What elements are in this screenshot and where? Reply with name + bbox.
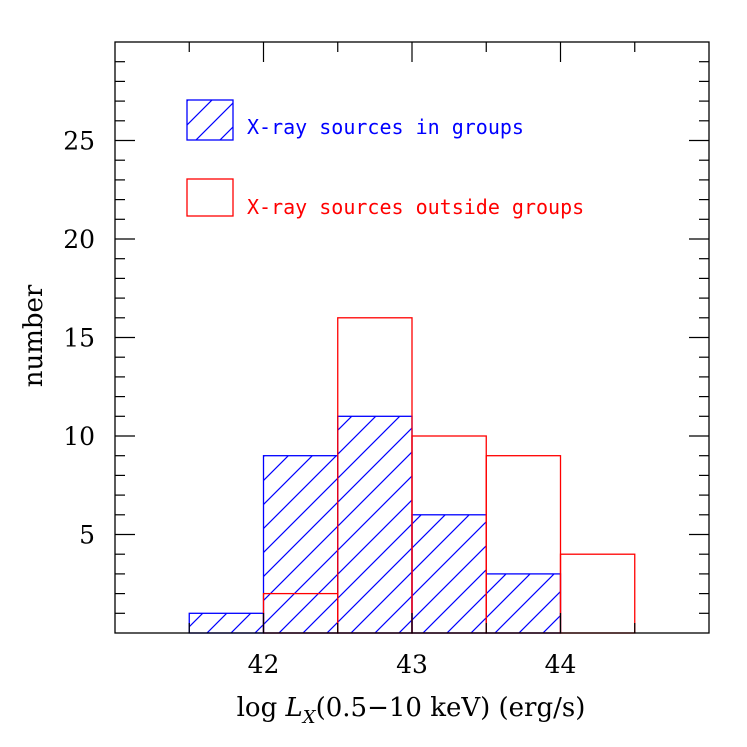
legend-label-in-groups: X-ray sources in groups	[247, 115, 524, 139]
x-axis-title: log LX(0.5−10 keV) (erg/s)	[237, 693, 586, 728]
y-tick-label: 20	[63, 225, 95, 254]
x-tick-labels: 42 43 44	[248, 650, 577, 679]
y-tick-label: 10	[63, 422, 95, 451]
y-tick-label: 15	[63, 324, 95, 353]
y-tick-label: 5	[79, 521, 95, 550]
axis-ticks	[115, 42, 709, 633]
y-tick-label: 25	[63, 127, 95, 156]
x-tick-label: 44	[545, 650, 577, 679]
legend: X-ray sources in groups X-ray sources ou…	[186, 99, 584, 219]
bar-outside-groups-5	[559, 553, 636, 634]
y-axis-title: number	[19, 284, 49, 387]
x-tick-label: 42	[248, 650, 280, 679]
legend-label-outside-groups: X-ray sources outside groups	[247, 195, 584, 219]
y-tick-labels: 5 10 15 20 25	[63, 127, 95, 550]
legend-swatch-in-groups	[186, 99, 234, 141]
legend-swatch-outside-groups	[186, 178, 234, 217]
series-in-groups-hatch	[189, 416, 561, 633]
x-tick-label: 43	[396, 650, 428, 679]
